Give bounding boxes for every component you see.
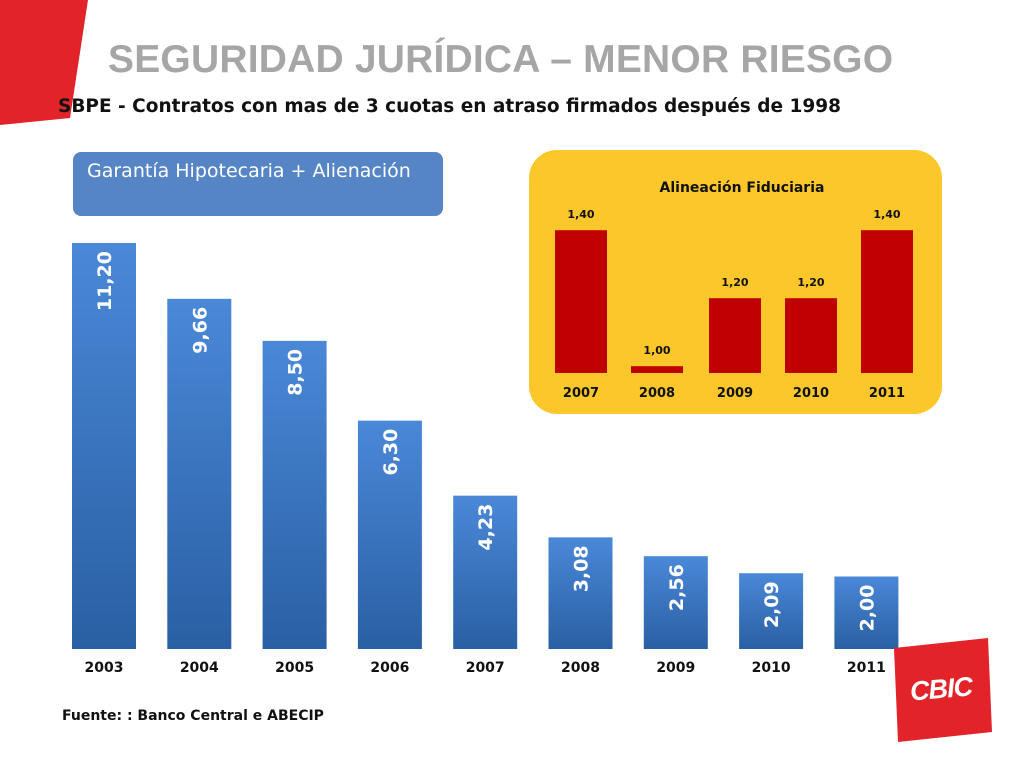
inset-panel [529,150,942,414]
inset-bar-2008 [631,366,683,373]
bar-value-label: 6,30 [380,429,402,476]
bar-2008 [548,537,613,649]
red-corner-decoration [0,0,88,125]
x-tick-label: 2004 [180,660,219,676]
x-tick-label: 2009 [656,660,695,676]
inset-x-tick-label: 2008 [639,386,675,401]
bar-value-label: 2,09 [761,581,783,628]
inset-bar-2011 [861,230,913,373]
bar-2003 [72,243,136,649]
bar-2009 [643,556,708,649]
x-tick-label: 2006 [370,660,409,676]
x-tick-label: 2003 [85,660,124,676]
bar-value-label: 2,56 [666,564,688,611]
slide-title: SEGURIDAD JURÍDICA – MENOR RIESGO [108,38,894,81]
source-note: Fuente: : Banco Central e ABECIP [62,708,324,724]
x-tick-label: 2007 [466,660,505,676]
x-tick-label: 2005 [275,660,314,676]
inset-value-label: 1,20 [721,276,748,289]
x-tick-label: 2010 [752,660,791,676]
inset-x-tick-label: 2011 [869,386,905,401]
inset-bar-2007 [555,230,607,373]
inset-chart-title: Alineación Fiduciaria [660,180,825,196]
bar-2006 [357,420,422,649]
bar-value-label: 3,08 [571,545,593,592]
bar-2005 [262,340,327,649]
bar-2011 [834,576,899,649]
x-tick-label: 2008 [561,660,600,676]
inset-bar-2009 [709,298,761,373]
slide-subtitle: SBPE - Contratos con mas de 3 cuotas en … [58,96,841,117]
bar-value-label: 9,66 [189,307,211,354]
bar-value-label: 2,00 [856,585,878,632]
inset-bar-chart: Alineación Fiduciaria 1,40 2007 1,00 2008 1,… [529,150,942,414]
inset-value-label: 1,20 [797,276,824,289]
inset-x-tick-label: 2009 [717,386,753,401]
legend-label: Garantía Hipotecaria + Alienación [87,160,411,182]
bar-value-label: 11,20 [94,251,116,311]
inset-value-label: 1,40 [567,208,594,221]
main-bar-chart: 11,20 2003 9,66 2004 8,50 2005 6,30 2006 4,23 200… [72,243,899,676]
bar-2007 [453,495,518,649]
inset-bar-2010 [785,298,837,373]
bar-value-label: 8,50 [285,349,307,396]
x-tick-label: 2011 [847,660,886,676]
inset-value-label: 1,00 [643,344,670,357]
inset-value-label: 1,40 [873,208,900,221]
bar-2010 [739,573,804,649]
legend-label-box: Garantía Hipotecaria + Alienación [73,152,443,216]
bar-value-label: 4,23 [475,504,497,551]
bar-2004 [167,298,232,649]
inset-x-tick-label: 2010 [793,386,829,401]
inset-x-tick-label: 2007 [563,386,599,401]
cbic-logo: CBIC [888,638,994,742]
